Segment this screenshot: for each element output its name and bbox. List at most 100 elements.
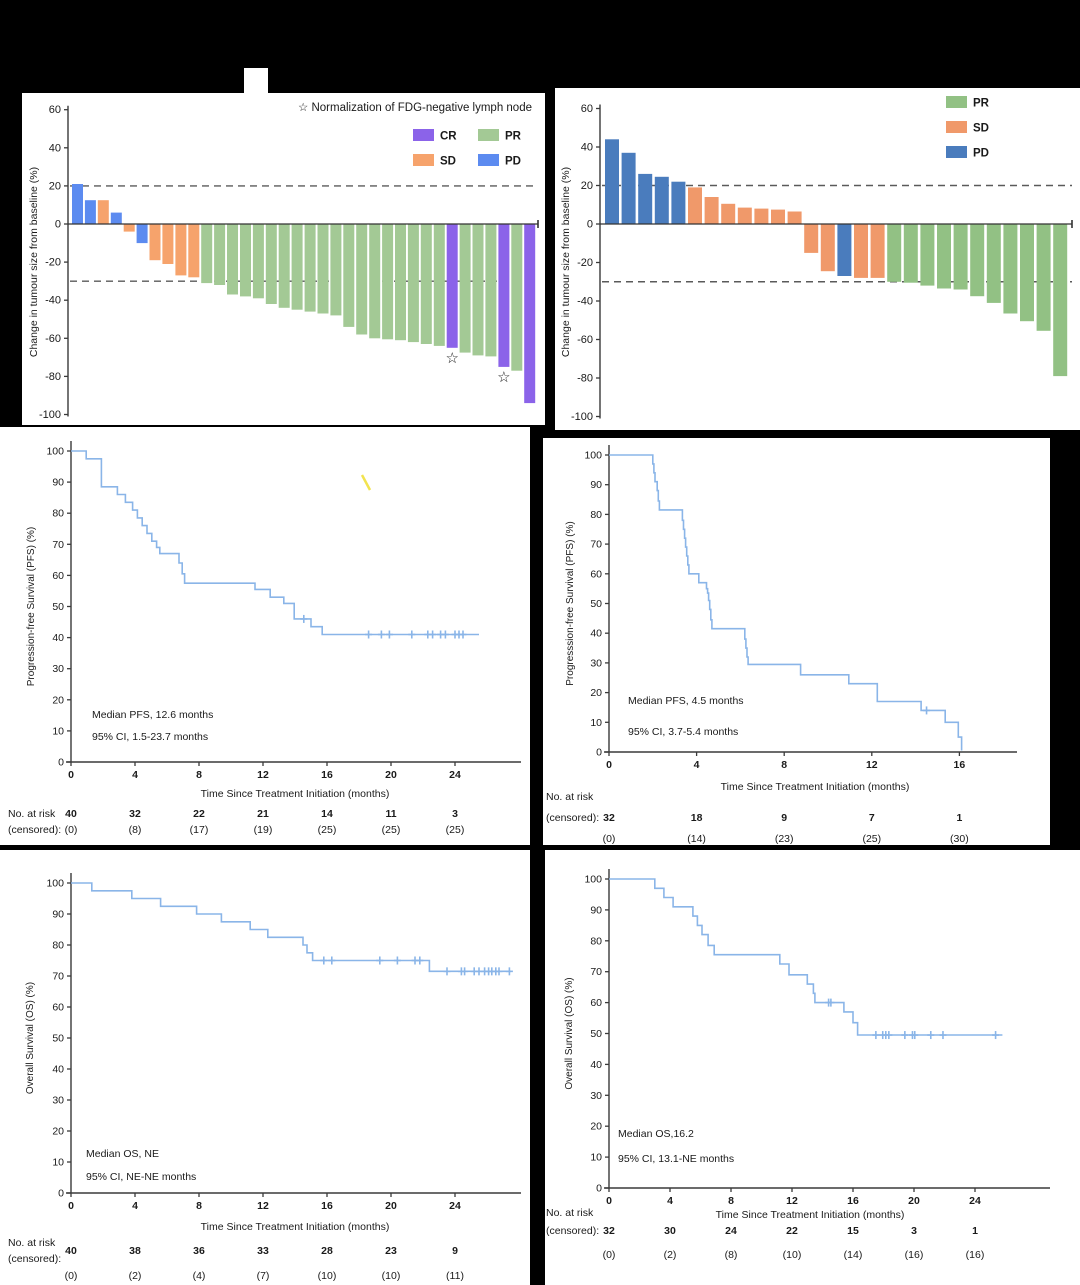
risk-count: 23 bbox=[385, 1245, 397, 1257]
y-tick-label: 50 bbox=[52, 1033, 64, 1045]
risk-count: 3 bbox=[911, 1225, 917, 1237]
legend-swatch-PD bbox=[478, 154, 499, 166]
censored-count: (19) bbox=[254, 824, 273, 836]
legend-label: SD bbox=[973, 123, 989, 135]
x-tick-label: 24 bbox=[449, 1200, 461, 1212]
risk-count: 40 bbox=[65, 1245, 77, 1257]
x-tick-label: 16 bbox=[321, 769, 333, 781]
y-tick-label: 0 bbox=[596, 747, 602, 759]
waterfall-bar-PD bbox=[110, 212, 122, 224]
waterfall-bar-PR bbox=[459, 224, 471, 353]
censored-count: (4) bbox=[193, 1270, 206, 1282]
panel-waterfall-arm1: 60 40 20 0 -20 -40 -60 -80 -100 Change in tumour … bbox=[22, 93, 545, 425]
y-tick-label: 50 bbox=[52, 601, 64, 613]
waterfall-bar-PD bbox=[136, 224, 148, 244]
ci-annotation: 95% CI, 3.7-5.4 months bbox=[628, 726, 738, 738]
risk-count: 33 bbox=[257, 1245, 269, 1257]
y-tick-label: 100 bbox=[584, 450, 602, 462]
waterfall-bar-PR bbox=[472, 224, 484, 356]
median-annotation: Median PFS, 4.5 months bbox=[628, 695, 744, 707]
waterfall-bar-SD bbox=[771, 209, 785, 224]
risk-label-1: No. at risk bbox=[8, 808, 56, 820]
waterfall-bar-PR bbox=[369, 224, 381, 339]
censored-count: (0) bbox=[603, 1249, 616, 1261]
y-axis: 60 40 20 0 -20 -40 -60 -80 -100 bbox=[39, 104, 69, 421]
waterfall-bar-SD bbox=[820, 224, 835, 272]
waterfall-bar-PR bbox=[887, 224, 902, 282]
y-tick-label: 20 bbox=[590, 687, 602, 699]
panel-pfs-arm1: 100 90 80 70 60 50 40 30 20 10 0 0 4 8 12 16 20 24 Progres… bbox=[0, 427, 530, 845]
waterfall-bar-SD bbox=[688, 187, 702, 224]
waterfall-bar-SD bbox=[175, 224, 187, 276]
censor-marks bbox=[825, 998, 1000, 1040]
km-curve bbox=[71, 882, 511, 973]
x-tick-label: 4 bbox=[694, 759, 700, 771]
waterfall-bar-PD bbox=[638, 173, 653, 224]
y-axis-title: Change in tumour size from baseline (%) bbox=[560, 167, 572, 357]
censored-count: (10) bbox=[382, 1270, 401, 1282]
ci-annotation: 95% CI, NE-NE months bbox=[86, 1171, 196, 1183]
x-axis-title: Time Since Treatment Initiation (months) bbox=[201, 788, 390, 800]
waterfall-bar-PD bbox=[654, 176, 669, 224]
x-tick-label: 24 bbox=[449, 769, 461, 781]
y-tick-label: -40 bbox=[45, 295, 61, 307]
y-axis-title: Change in tumour size from baseline (%) bbox=[28, 167, 40, 357]
y-tick-label: 20 bbox=[52, 1126, 64, 1138]
waterfall-bar-PR bbox=[485, 224, 497, 357]
risk-label-1: No. at risk bbox=[546, 1207, 594, 1219]
y-tick-label: 40 bbox=[52, 632, 64, 644]
y-tick-label: 90 bbox=[52, 477, 64, 489]
y-tick-label: 40 bbox=[590, 1059, 602, 1071]
censored-count: (10) bbox=[318, 1270, 337, 1282]
legend-swatch-CR bbox=[413, 129, 434, 141]
waterfall-bar-PR bbox=[201, 224, 213, 284]
waterfall-bar-SD bbox=[123, 224, 135, 232]
waterfall-bar-PD bbox=[605, 139, 619, 224]
panel-waterfall-arm2: 60 40 20 0 -20 -40 -60 -80 -100 Change in tumour … bbox=[555, 88, 1080, 430]
censored-count: (8) bbox=[129, 824, 142, 836]
risk-table: No. at risk (censored): 32 (0) 30 (2) 24 (8) 22 (… bbox=[546, 1207, 984, 1261]
waterfall-bar-PR bbox=[970, 224, 985, 297]
waterfall-bar-PR bbox=[1003, 224, 1018, 314]
y-tick-label: 30 bbox=[52, 663, 64, 675]
y-tick-label: 20 bbox=[49, 180, 61, 192]
waterfall-bar-SD bbox=[854, 224, 868, 278]
waterfall-bar-PR bbox=[407, 224, 419, 343]
y-tick-label: -80 bbox=[45, 371, 61, 383]
x-axis-title: Time Since Treatment Initiation (months) bbox=[201, 1221, 390, 1233]
waterfall-bar-PR bbox=[278, 224, 290, 308]
risk-count: 30 bbox=[664, 1225, 676, 1237]
waterfall-bar-PR bbox=[1036, 224, 1051, 331]
x-tick-label: 12 bbox=[257, 1200, 269, 1212]
y-tick-label: 90 bbox=[52, 909, 64, 921]
waterfall-bar-SD bbox=[737, 207, 752, 224]
km-curve bbox=[609, 454, 963, 751]
y-tick-label: 40 bbox=[581, 142, 593, 154]
x-tick-label: 8 bbox=[196, 769, 202, 781]
ci-annotation: 95% CI, 1.5-23.7 months bbox=[92, 731, 208, 743]
censored-count: (11) bbox=[446, 1270, 464, 1282]
x-tick-label: 12 bbox=[866, 759, 878, 771]
y-tick-label: -100 bbox=[571, 411, 593, 423]
waterfall-bar-PR bbox=[304, 224, 316, 312]
top-notch bbox=[244, 68, 268, 93]
legend: PR SD PD bbox=[946, 96, 990, 160]
risk-count: 40 bbox=[65, 808, 77, 820]
y-tick-label: 80 bbox=[52, 508, 64, 520]
median-annotation: Median OS, NE bbox=[86, 1148, 159, 1160]
y-tick-label: -60 bbox=[577, 334, 593, 346]
x-tick-label: 8 bbox=[196, 1200, 202, 1212]
censored-count: (16) bbox=[905, 1249, 924, 1261]
km-curve bbox=[71, 450, 479, 636]
x-tick-label: 20 bbox=[385, 769, 397, 781]
y-tick-label: 60 bbox=[581, 103, 593, 115]
risk-count: 11 bbox=[385, 808, 396, 820]
x-axis-title: Time Since Treatment Initiation (months) bbox=[721, 781, 910, 793]
risk-count: 32 bbox=[603, 812, 615, 824]
x-tick-label: 4 bbox=[667, 1195, 673, 1207]
y-tick-label: 60 bbox=[590, 997, 602, 1009]
y-tick-label: -40 bbox=[577, 296, 593, 308]
